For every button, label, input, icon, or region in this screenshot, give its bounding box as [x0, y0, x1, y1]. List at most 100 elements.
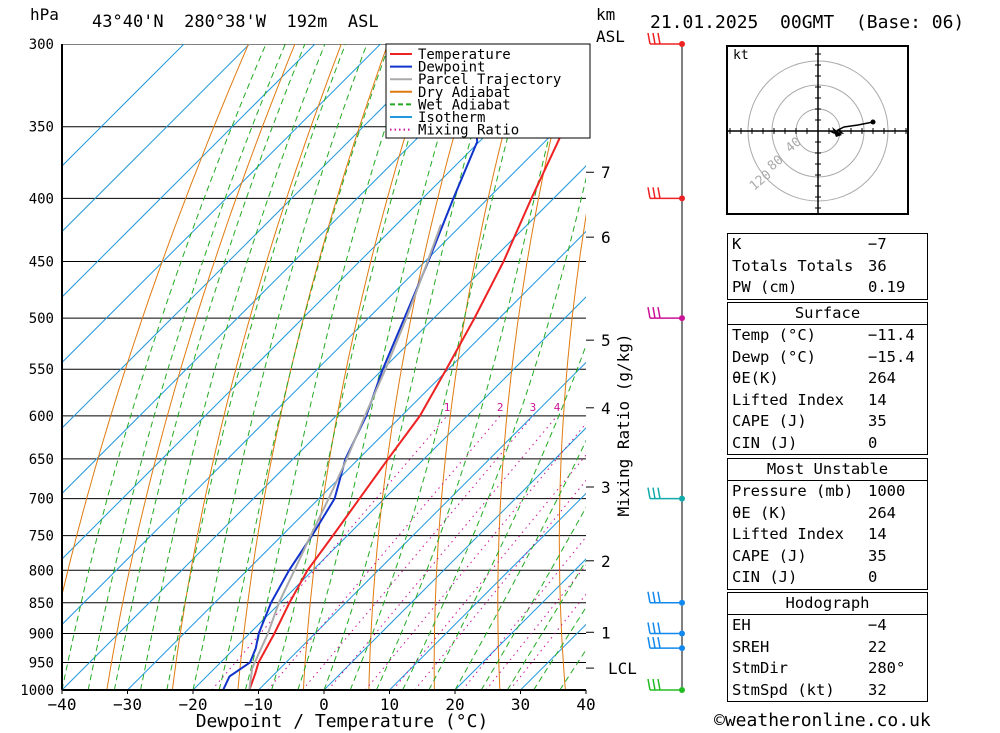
table-row: K −7	[728, 234, 927, 256]
row-value: 32	[868, 680, 887, 699]
table-row: StmDir 280°	[728, 658, 927, 680]
pressure-tick-label: 800	[29, 563, 54, 579]
dry-adiabat-line	[106, 44, 296, 690]
surface-title: Surface	[728, 303, 927, 325]
isotherm-line	[127, 230, 586, 690]
wind-barb-feather	[657, 306, 661, 319]
x-tick-label: −10	[244, 695, 273, 714]
temperature-curve	[248, 76, 586, 690]
isotherm-line	[258, 361, 586, 690]
wet-adiabat-line	[166, 44, 346, 690]
wet-adiabat-line	[480, 506, 586, 690]
mixing-ratio-line	[364, 422, 586, 690]
hodograph-ring-label: 80	[765, 153, 787, 175]
wind-barb-feather	[647, 487, 651, 499]
row-label: Lifted Index	[732, 525, 844, 543]
table-row: Totals Totals 36	[728, 256, 927, 278]
km-tick-label: 7	[601, 163, 611, 182]
row-label: PW (cm)	[732, 278, 798, 296]
isotherm-line	[454, 558, 586, 690]
isotherm-line	[62, 44, 250, 233]
row-value: 36	[868, 256, 887, 275]
wet-adiabat-line	[454, 439, 586, 690]
wind-barb-feather	[657, 187, 661, 199]
lcl-label: LCL	[608, 659, 637, 678]
wind-level-dot	[679, 195, 685, 202]
wet-adiabat-line	[244, 44, 414, 690]
km-tick-label: 1	[601, 623, 611, 642]
row-label: Temp (°C)	[732, 326, 816, 344]
row-value: 14	[868, 525, 887, 543]
wind-level-dot	[679, 495, 685, 502]
wind-barb-feather	[657, 637, 661, 649]
isotherm-line	[62, 165, 586, 690]
mixing-ratio-label: 16	[677, 401, 690, 414]
row-value: 280°	[868, 659, 906, 677]
isotherm-line	[62, 44, 185, 167]
site-link[interactable]: weatheronline.co.uk	[724, 710, 931, 731]
table-row: θE(K) 264	[728, 368, 927, 390]
row-label: StmSpd (kt)	[732, 680, 835, 699]
wind-barb-feather	[652, 487, 656, 499]
row-value: −7	[868, 235, 887, 253]
pressure-tick-label: 600	[29, 409, 54, 425]
table-row: Lifted Index 14	[728, 524, 927, 546]
wind-barb-feather	[657, 591, 661, 603]
pressure-tick-label: 500	[29, 311, 54, 327]
table-row: EH −4	[728, 615, 927, 637]
x-axis-title: Dewpoint / Temperature (°C)	[196, 711, 489, 732]
pressure-tick-label: 750	[29, 529, 54, 545]
row-label: CIN (J)	[732, 433, 798, 452]
table-row: CIN (J) 0	[728, 567, 927, 589]
pressure-tick-label: 900	[29, 626, 54, 642]
wet-adiabat-line	[349, 44, 534, 690]
dry-adiabat-line	[497, 44, 574, 690]
mixing-ratio-line	[302, 415, 534, 690]
location-title: 43°40'N 280°38'W 192m ASL	[92, 12, 379, 32]
wind-barb-feather	[647, 32, 651, 45]
indices-table: K −7 Totals Totals 36 PW (cm) 0.19	[727, 233, 928, 300]
pressure-tick-label: 450	[29, 255, 54, 271]
row-label: Dewp (°C)	[732, 347, 816, 366]
isotherm-line	[62, 44, 578, 560]
table-row: Dewp (°C) −15.4	[728, 347, 927, 369]
legend-label: Wet Adiabat	[418, 97, 511, 113]
wet-adiabat-line	[297, 44, 468, 690]
hodograph-ring-label: 120	[747, 167, 775, 194]
dry-adiabat-line	[237, 44, 389, 690]
mixing-ratio-label: 4	[554, 401, 561, 414]
mixing-ratio-label: 20	[699, 401, 712, 414]
wet-adiabat-line	[402, 176, 586, 690]
most-unstable-title: Most Unstable	[728, 459, 927, 481]
row-value: 0	[868, 568, 878, 586]
mixing-ratio-label: 3	[530, 401, 537, 414]
wind-level-dot	[679, 41, 685, 47]
copyright[interactable]: ©weatheronline.co.uk	[714, 710, 931, 731]
mixing-ratio-line	[462, 536, 586, 690]
table-row: Pressure (mb) 1000	[728, 481, 927, 503]
x-tick-label: −20	[179, 695, 208, 714]
km-tick-label: 6	[601, 228, 611, 247]
wind-barb-feather	[652, 637, 656, 649]
row-value: 35	[868, 412, 887, 430]
isotherm-line	[389, 492, 586, 690]
legend-box	[385, 43, 591, 139]
row-value: 35	[868, 546, 887, 565]
wind-barb-feather	[652, 306, 656, 319]
dry-adiabat-line	[677, 26, 717, 690]
wind-barb-feather	[652, 678, 656, 691]
parcel-trajectory-curve	[248, 224, 442, 690]
mixing-ratio-line	[327, 415, 558, 690]
row-label: Lifted Index	[732, 390, 844, 409]
wet-adiabat-line	[271, 44, 440, 690]
datetime-title: 21.01.2025 00GMT (Base: 06)	[650, 12, 965, 33]
pressure-tick-label: 700	[29, 492, 54, 508]
pressure-tick-label: 300	[29, 37, 54, 53]
wind-barb-feather	[652, 591, 656, 603]
hodograph-trace	[829, 121, 874, 134]
wind-level-dot	[679, 599, 685, 606]
table-row: Lifted Index 14	[728, 390, 927, 412]
dry-adiabat-line	[171, 44, 342, 690]
hodograph-unit-label: kt	[733, 48, 749, 63]
row-value: 1000	[868, 482, 906, 500]
